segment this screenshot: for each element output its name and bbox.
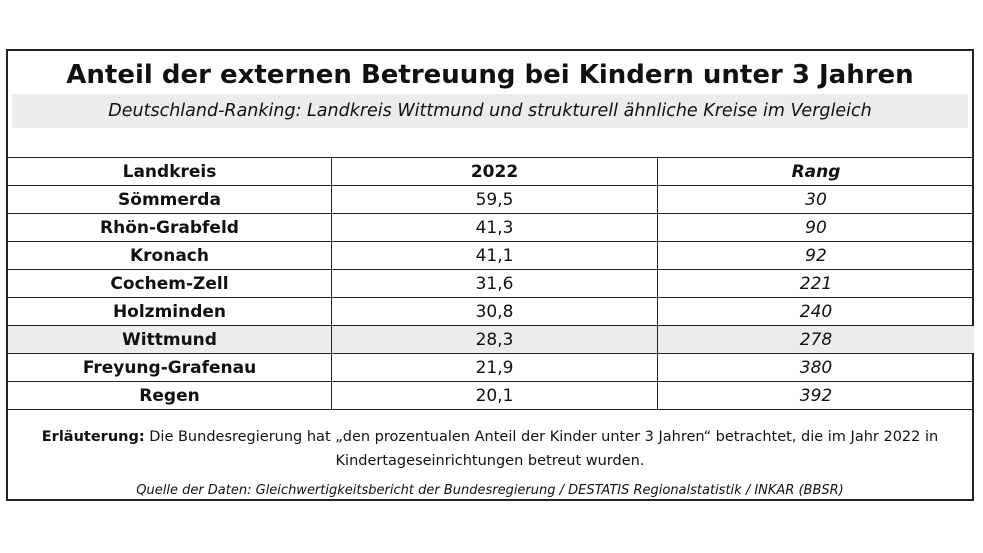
header-landkreis: Landkreis (8, 157, 332, 186)
cell-value-2022: 59,5 (331, 185, 658, 214)
table-row: Cochem-Zell 31,6 221 (8, 269, 974, 298)
cell-rang: 92 (657, 241, 974, 270)
page-title: Anteil der externen Betreuung bei Kinder… (66, 60, 914, 90)
cell-rang: 380 (657, 353, 974, 382)
cell-landkreis: Sömmerda (8, 185, 332, 214)
table-row: Sömmerda 59,5 30 (8, 185, 974, 214)
infographic-frame: Anteil der externen Betreuung bei Kinder… (6, 49, 974, 501)
header-year: 2022 (331, 157, 658, 186)
cell-value-2022: 31,6 (331, 269, 658, 298)
cell-landkreis: Cochem-Zell (8, 269, 332, 298)
cell-value-2022: 41,3 (331, 213, 658, 242)
table-row: Freyung-Grafenau 21,9 380 (8, 353, 974, 382)
table-row: Rhön-Grabfeld 41,3 90 (8, 213, 974, 242)
cell-value-2022: 30,8 (331, 297, 658, 326)
cell-rang: 392 (657, 381, 974, 410)
table-row: Holzminden 30,8 240 (8, 297, 974, 326)
cell-landkreis: Rhön-Grabfeld (8, 213, 332, 242)
source-line: Quelle der Daten: Gleichwertigkeitsberic… (136, 483, 844, 498)
cell-rang: 30 (657, 185, 974, 214)
cell-value-2022: 21,9 (331, 353, 658, 382)
cell-value-2022: 28,3 (331, 325, 658, 354)
cell-value-2022: 20,1 (331, 381, 658, 410)
table-body: Sömmerda 59,5 30 Rhön-Grabfeld 41,3 90 Kronach… (8, 185, 974, 410)
cell-landkreis: Wittmund (8, 325, 332, 354)
cell-rang: 240 (657, 297, 974, 326)
explanation-note: Erläuterung: Die Bundesregierung hat „de… (20, 425, 960, 473)
ranking-table: Landkreis 2022 Rang Sömmerda 59,5 30 Rhön-G… (8, 157, 974, 410)
note-label: Erläuterung: (41, 429, 145, 445)
page-subtitle: Deutschland-Ranking: Landkreis Wittmund … (12, 94, 968, 128)
table-header-row: Landkreis 2022 Rang (8, 157, 974, 186)
cell-rang: 90 (657, 213, 974, 242)
table-row: Wittmund 28,3 278 (8, 325, 974, 354)
cell-landkreis: Regen (8, 381, 332, 410)
cell-rang: 221 (657, 269, 974, 298)
table-row: Regen 20,1 392 (8, 381, 974, 410)
cell-value-2022: 41,1 (331, 241, 658, 270)
note-text: Die Bundesregierung hat „den prozentuale… (144, 429, 939, 469)
header-rang: Rang (657, 157, 974, 186)
cell-rang: 278 (657, 325, 974, 354)
cell-landkreis: Freyung-Grafenau (8, 353, 332, 382)
cell-landkreis: Kronach (8, 241, 332, 270)
cell-landkreis: Holzminden (8, 297, 332, 326)
table-row: Kronach 41,1 92 (8, 241, 974, 270)
